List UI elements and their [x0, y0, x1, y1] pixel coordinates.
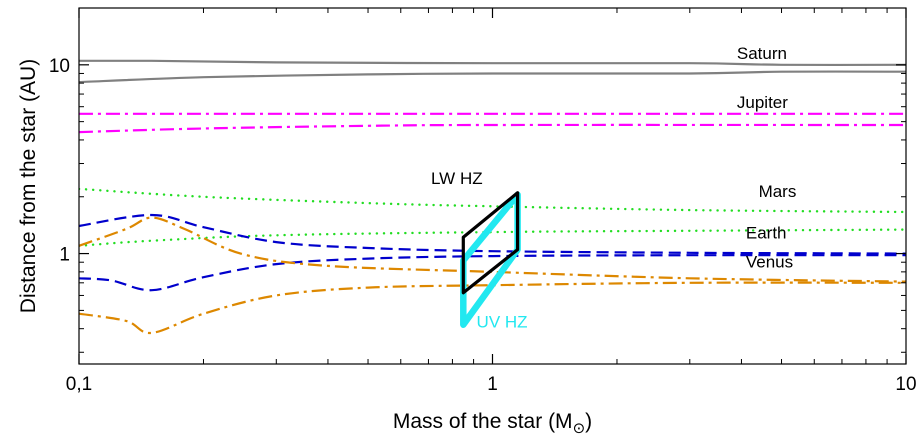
series-line-saturn-upper: [79, 59, 906, 67]
lw-hz-label: LW HZ: [431, 169, 483, 188]
series-label-venus: Venus: [746, 252, 793, 271]
x-tick-label: 0,1: [66, 374, 92, 395]
y-tick-label: 10: [49, 56, 70, 77]
x-tick-label: 10: [895, 374, 916, 395]
y-axis-title: Distance from the star (AU): [17, 59, 40, 313]
series-line-mars-lower: [79, 228, 906, 247]
y-tick-label: 1: [59, 245, 70, 266]
series-label-earth: Earth: [746, 224, 787, 243]
x-tick-label: 1: [487, 374, 498, 395]
x-axis-title-text: Mass of the star (M: [393, 410, 573, 433]
series-label-jupiter: Jupiter: [737, 93, 788, 112]
series-line-saturn-lower: [79, 70, 906, 84]
x-axis-title-close: ): [585, 410, 592, 433]
series-line-mars-upper: [79, 187, 906, 214]
series-labels: Saturn Jupiter Mars Earth Venus LW HZ UV HZ: [431, 44, 796, 332]
series-label-saturn: Saturn: [737, 44, 787, 63]
series-line-venus-upper: [79, 216, 906, 283]
plot-area: [79, 59, 906, 335]
x-axis-title: Mass of the star (M⊙): [393, 410, 592, 437]
series-line-venus-lower: [79, 281, 906, 335]
uv-hz-label: UV HZ: [477, 313, 528, 332]
axis-ticks: 0,1 1 10 1 10: [49, 7, 917, 395]
series-label-mars: Mars: [759, 182, 797, 201]
solar-mass-symbol: ⊙: [573, 420, 586, 437]
series-line-earth-upper: [79, 213, 906, 255]
lw-hz-outline: [461, 191, 520, 295]
series-line-jupiter-lower: [79, 123, 906, 134]
series-line-earth-lower: [79, 254, 906, 292]
